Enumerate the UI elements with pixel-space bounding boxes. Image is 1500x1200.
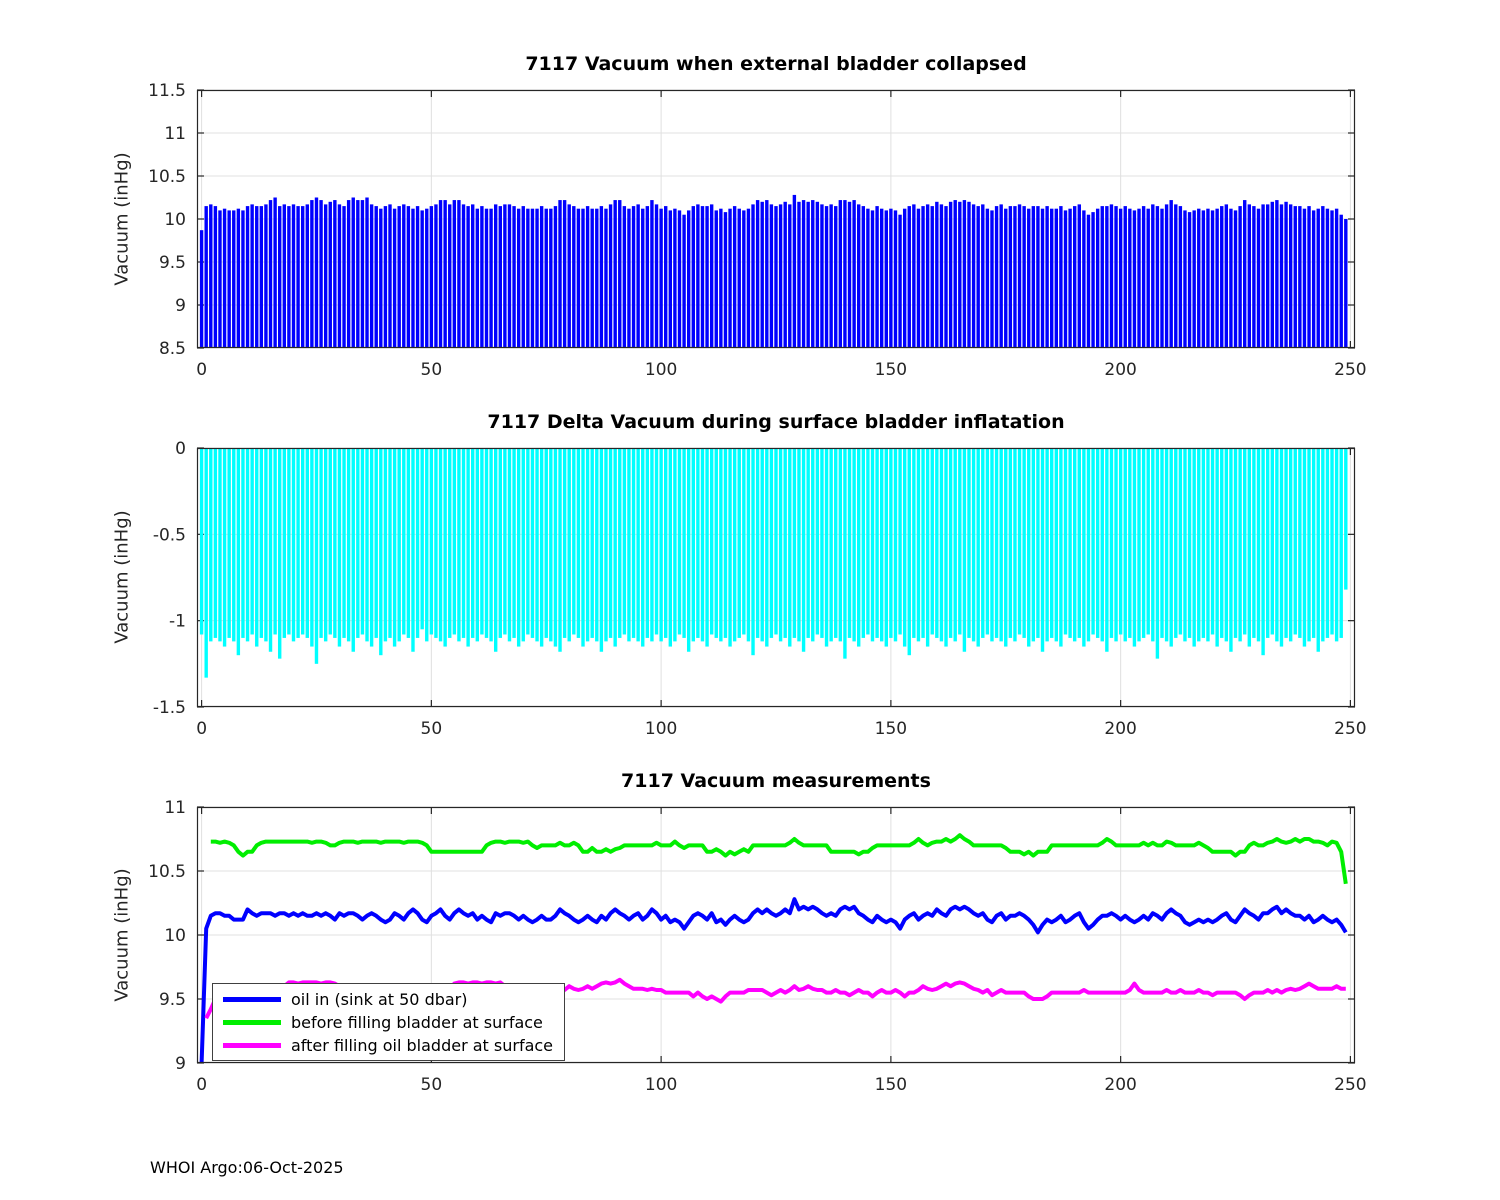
svg-text:10: 10 [164,926,186,946]
legend-item-oil-in: oil in (sink at 50 dbar) [223,989,554,1009]
svg-text:9.5: 9.5 [159,253,186,273]
svg-text:150: 150 [875,1075,907,1095]
delta-vacuum-bar-plot: 0 50 100 150 200 250 -1.5 -1 -0.5 0 [153,439,1367,739]
legend-line-swatch-green [223,1019,281,1025]
chart2-y-axis-label: Vacuum (inHg) [111,510,133,644]
svg-text:11.5: 11.5 [148,81,186,101]
svg-text:11: 11 [164,124,186,144]
svg-text:200: 200 [1104,1075,1136,1095]
svg-text:0: 0 [196,719,207,739]
svg-text:250: 250 [1334,360,1366,380]
svg-text:-1.5: -1.5 [153,698,186,718]
svg-text:9: 9 [175,1054,186,1074]
svg-text:10: 10 [164,210,186,230]
chart3-title: 7117 Vacuum measurements [621,770,931,792]
legend-item-after-filling: after filling oil bladder at surface [223,1035,554,1055]
chart1-title: 7117 Vacuum when external bladder collap… [525,53,1027,75]
svg-text:50: 50 [421,360,443,380]
legend-item-before-filling: before filling bladder at surface [223,1012,554,1032]
svg-text:10.5: 10.5 [148,862,186,882]
svg-text:100: 100 [645,719,677,739]
svg-text:-1: -1 [169,612,186,632]
legend: oil in (sink at 50 dbar) before filling … [212,983,565,1061]
chart2-title: 7117 Delta Vacuum during surface bladder… [487,411,1065,433]
vacuum-measurements-line-plot: 0 50 100 150 200 250 9 9.5 10 10.5 11 [148,798,1366,1095]
svg-text:0: 0 [196,360,207,380]
svg-text:50: 50 [421,1075,443,1095]
svg-text:200: 200 [1104,360,1136,380]
svg-text:250: 250 [1334,1075,1366,1095]
svg-text:100: 100 [645,360,677,380]
svg-text:150: 150 [875,360,907,380]
svg-text:100: 100 [645,1075,677,1095]
chart3-y-axis-label: Vacuum (inHg) [111,868,133,1002]
legend-label-after-filling: after filling oil bladder at surface [291,1035,554,1055]
svg-text:9.5: 9.5 [159,990,186,1010]
svg-text:10.5: 10.5 [148,167,186,187]
legend-label-oil-in: oil in (sink at 50 dbar) [291,989,468,1009]
vacuum-collapsed-bar-plot: 0 50 100 150 200 250 8.5 9 9.5 10 10.5 11 11.5 [148,81,1366,380]
svg-text:0: 0 [175,439,186,459]
chart1-y-axis-label: Vacuum (inHg) [111,152,133,286]
svg-text:200: 200 [1104,719,1136,739]
legend-label-before-filling: before filling bladder at surface [291,1012,543,1032]
svg-text:50: 50 [421,719,443,739]
legend-line-swatch-blue [223,996,281,1002]
svg-text:150: 150 [875,719,907,739]
legend-line-swatch-magenta [223,1042,281,1048]
svg-text:11: 11 [164,798,186,818]
svg-text:8.5: 8.5 [159,339,186,359]
svg-text:9: 9 [175,296,186,316]
svg-text:0: 0 [196,1075,207,1095]
svg-text:-0.5: -0.5 [153,525,186,545]
watermark-text: WHOI Argo:06-Oct-2025 [150,1158,344,1177]
svg-text:250: 250 [1334,719,1366,739]
